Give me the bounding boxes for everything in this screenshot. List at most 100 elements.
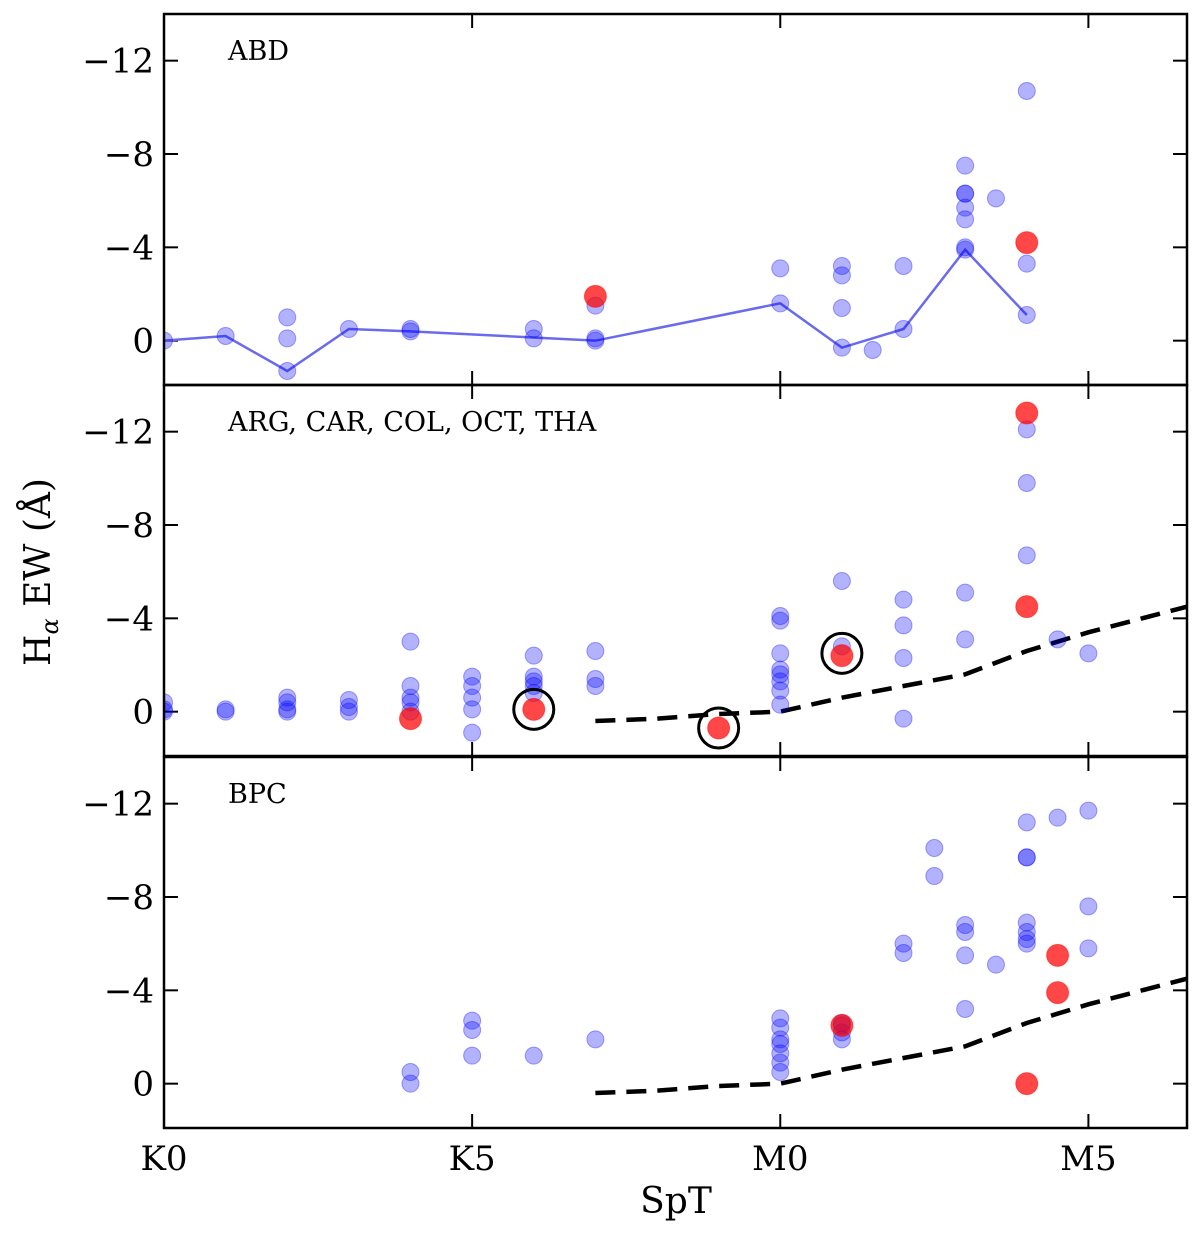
member-point [771, 1044, 790, 1063]
member-point [278, 362, 297, 380]
member-point [832, 572, 851, 590]
member-point [586, 1030, 605, 1049]
member-point [524, 320, 543, 338]
member-point [956, 630, 975, 649]
y-axis-title-subscript: α [36, 618, 64, 634]
member-point [1017, 474, 1036, 492]
panel-title: ABD [227, 36, 289, 67]
panel-title: ARG, CAR, COL, OCT, THA [227, 407, 597, 438]
member-point [1017, 930, 1036, 948]
member-point [956, 240, 975, 259]
member-point [164, 693, 173, 712]
circled-marker [820, 631, 864, 675]
member-point [956, 210, 975, 229]
member-point [771, 665, 790, 684]
x-tick-label: K5 [449, 1139, 496, 1179]
member-point [771, 1053, 790, 1072]
circled-marker [512, 687, 556, 731]
member-point [894, 320, 913, 338]
member-point [771, 644, 790, 663]
panel-bpc: 0 −4 −8 −12 K0 K5 M0 M5 BPC [82, 755, 1189, 1179]
member-point [278, 688, 297, 707]
member-point [1017, 913, 1036, 932]
member-point [863, 341, 882, 359]
x-tick-label: M0 [752, 1139, 808, 1179]
panel-frame [162, 383, 1189, 758]
member-point [771, 681, 790, 700]
threshold-line [595, 604, 1187, 724]
member-point [1048, 808, 1067, 827]
member-point [832, 257, 851, 275]
panel-arg-car-col-oct-tha: 0 −4 −8 −12 ARG, CAR, COL, OCT, THA [82, 383, 1189, 758]
y-axis-title-main: H [18, 635, 59, 666]
member-point [401, 320, 420, 338]
member-point [463, 1046, 482, 1065]
member-point [401, 688, 420, 707]
member-point [894, 709, 913, 728]
member-point [956, 946, 975, 965]
y-tick-label: 0 [132, 1065, 154, 1105]
member-point [771, 259, 790, 278]
member-point [278, 702, 297, 721]
panel-title: BPC [228, 779, 287, 810]
member-point [1017, 934, 1036, 953]
highlighted-point [830, 644, 854, 668]
y-tick-label: −4 [104, 228, 154, 268]
member-point [164, 700, 173, 719]
member-point [925, 839, 944, 857]
member-point [771, 695, 790, 714]
member-point [1017, 923, 1036, 941]
member-point [401, 322, 420, 341]
member-point [463, 723, 482, 742]
member-point [771, 611, 790, 630]
panel-plot-area [401, 801, 1187, 1096]
member-point [216, 327, 235, 345]
member-point [164, 702, 173, 721]
member-point [956, 583, 975, 602]
y-tick-label: −12 [82, 413, 154, 453]
member-point [1017, 306, 1036, 324]
member-point [401, 1074, 420, 1093]
member-point [339, 702, 358, 721]
highlighted-point [1015, 1072, 1039, 1096]
member-point [894, 616, 913, 635]
member-point [586, 670, 605, 688]
highlighted-point [583, 284, 607, 308]
member-point [1079, 939, 1098, 958]
threshold-line [595, 976, 1187, 1096]
member-point [463, 667, 482, 686]
member-point [956, 923, 975, 941]
member-point [894, 590, 913, 609]
member-point [278, 329, 297, 348]
member-point [956, 1000, 975, 1018]
member-point [771, 1030, 790, 1049]
y-tick-label: −8 [104, 878, 154, 918]
member-point [524, 1046, 543, 1065]
highlighted-point [1015, 595, 1039, 619]
highlighted-point [1015, 231, 1039, 255]
member-point [1079, 897, 1098, 916]
member-point [586, 677, 605, 695]
member-point [401, 1063, 420, 1081]
member-point [956, 916, 975, 934]
member-point [586, 642, 605, 660]
member-point [1017, 848, 1036, 867]
member-point [463, 688, 482, 707]
member-point [216, 700, 235, 719]
member-point [956, 238, 975, 257]
y-tick-label: −4 [104, 971, 154, 1011]
member-point [956, 198, 975, 217]
member-point [463, 677, 482, 695]
panel-plot-area [164, 82, 1039, 380]
member-point [1079, 801, 1098, 820]
panel-abd: 0 −4 −8 −12 ABD [82, 12, 1189, 387]
member-point [771, 607, 790, 625]
highlighted-point [1046, 943, 1070, 967]
member-point [586, 329, 605, 348]
highlighted-point [830, 1013, 854, 1037]
member-point [894, 257, 913, 275]
highlighted-point [522, 697, 546, 721]
member-point [401, 632, 420, 651]
member-point [832, 266, 851, 285]
